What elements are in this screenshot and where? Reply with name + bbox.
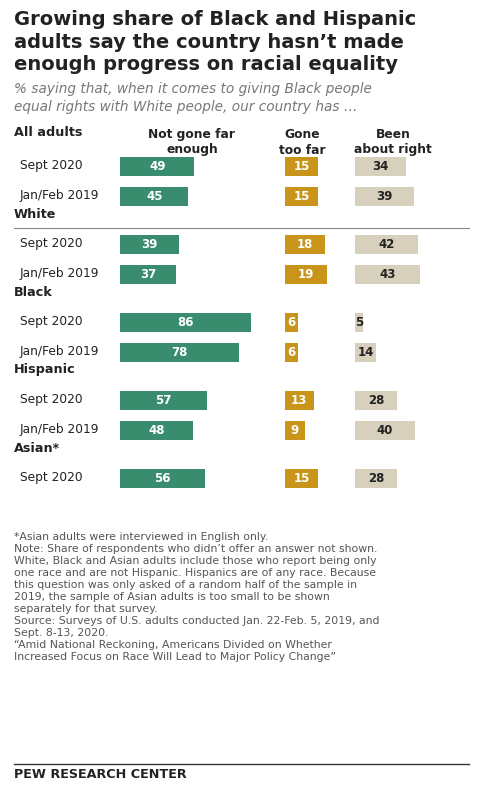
FancyBboxPatch shape bbox=[355, 186, 413, 206]
Text: Sept 2020: Sept 2020 bbox=[20, 394, 83, 406]
Text: Not gone far
enough: Not gone far enough bbox=[148, 128, 236, 157]
Text: this question was only asked of a random half of the sample in: this question was only asked of a random… bbox=[14, 580, 357, 590]
Text: Growing share of Black and Hispanic
adults say the country hasn’t made
enough pr: Growing share of Black and Hispanic adul… bbox=[14, 10, 416, 74]
FancyBboxPatch shape bbox=[120, 157, 195, 175]
Text: Note: Share of respondents who didn’t offer an answer not shown.: Note: Share of respondents who didn’t of… bbox=[14, 544, 377, 554]
Text: Been
about right: Been about right bbox=[354, 128, 432, 157]
FancyBboxPatch shape bbox=[285, 390, 313, 410]
Text: Jan/Feb 2019: Jan/Feb 2019 bbox=[20, 423, 99, 437]
Text: Increased Focus on Race Will Lead to Major Policy Change”: Increased Focus on Race Will Lead to Maj… bbox=[14, 652, 336, 662]
FancyBboxPatch shape bbox=[285, 234, 325, 254]
Text: 9: 9 bbox=[291, 423, 299, 437]
Text: Sept. 8-13, 2020.: Sept. 8-13, 2020. bbox=[14, 628, 109, 638]
Text: PEW RESEARCH CENTER: PEW RESEARCH CENTER bbox=[14, 768, 186, 781]
Text: Jan/Feb 2019: Jan/Feb 2019 bbox=[20, 346, 99, 358]
Text: 34: 34 bbox=[372, 159, 389, 173]
Text: % saying that, when it comes to giving Black people
equal rights with White peop: % saying that, when it comes to giving B… bbox=[14, 82, 372, 114]
Text: 5: 5 bbox=[355, 315, 363, 329]
Text: Sept 2020: Sept 2020 bbox=[20, 315, 83, 329]
FancyBboxPatch shape bbox=[355, 421, 415, 439]
Text: 2019, the sample of Asian adults is too small to be shown: 2019, the sample of Asian adults is too … bbox=[14, 592, 330, 602]
Text: “Amid National Reckoning, Americans Divided on Whether: “Amid National Reckoning, Americans Divi… bbox=[14, 640, 332, 650]
Text: 6: 6 bbox=[287, 315, 296, 329]
Text: 15: 15 bbox=[293, 159, 310, 173]
Text: 6: 6 bbox=[287, 346, 296, 358]
Text: 42: 42 bbox=[378, 238, 395, 250]
FancyBboxPatch shape bbox=[285, 421, 305, 439]
Text: 39: 39 bbox=[376, 190, 393, 202]
FancyBboxPatch shape bbox=[120, 469, 205, 487]
FancyBboxPatch shape bbox=[120, 390, 207, 410]
Text: 28: 28 bbox=[368, 394, 384, 406]
Text: Gone
too far: Gone too far bbox=[279, 128, 326, 157]
FancyBboxPatch shape bbox=[355, 157, 406, 175]
FancyBboxPatch shape bbox=[120, 313, 251, 331]
FancyBboxPatch shape bbox=[355, 265, 420, 283]
Text: 39: 39 bbox=[142, 238, 158, 250]
FancyBboxPatch shape bbox=[355, 313, 363, 331]
FancyBboxPatch shape bbox=[285, 157, 318, 175]
Text: 43: 43 bbox=[379, 267, 396, 281]
Text: Sept 2020: Sept 2020 bbox=[20, 159, 83, 173]
Text: Jan/Feb 2019: Jan/Feb 2019 bbox=[20, 267, 99, 281]
FancyBboxPatch shape bbox=[355, 342, 376, 362]
FancyBboxPatch shape bbox=[120, 234, 179, 254]
Text: one race and are not Hispanic. Hispanics are of any race. Because: one race and are not Hispanic. Hispanics… bbox=[14, 568, 376, 578]
Text: Jan/Feb 2019: Jan/Feb 2019 bbox=[20, 190, 99, 202]
Text: 15: 15 bbox=[293, 190, 310, 202]
Text: separately for that survey.: separately for that survey. bbox=[14, 604, 157, 614]
Text: 57: 57 bbox=[155, 394, 171, 406]
Text: All adults: All adults bbox=[14, 126, 83, 139]
Text: Black: Black bbox=[14, 286, 53, 298]
Text: 45: 45 bbox=[146, 190, 162, 202]
FancyBboxPatch shape bbox=[120, 265, 176, 283]
Text: 13: 13 bbox=[291, 394, 307, 406]
Text: Source: Surveys of U.S. adults conducted Jan. 22-Feb. 5, 2019, and: Source: Surveys of U.S. adults conducted… bbox=[14, 616, 380, 626]
Text: 56: 56 bbox=[154, 471, 171, 485]
Text: 18: 18 bbox=[297, 238, 313, 250]
Text: *Asian adults were interviewed in English only.: *Asian adults were interviewed in Englis… bbox=[14, 532, 268, 542]
Text: 48: 48 bbox=[148, 423, 165, 437]
FancyBboxPatch shape bbox=[285, 469, 318, 487]
FancyBboxPatch shape bbox=[355, 469, 397, 487]
Text: White, Black and Asian adults include those who report being only: White, Black and Asian adults include th… bbox=[14, 556, 377, 566]
FancyBboxPatch shape bbox=[120, 342, 239, 362]
Text: 40: 40 bbox=[377, 423, 393, 437]
Text: 78: 78 bbox=[171, 346, 187, 358]
Text: 37: 37 bbox=[140, 267, 156, 281]
Text: 19: 19 bbox=[298, 267, 314, 281]
FancyBboxPatch shape bbox=[120, 421, 193, 439]
Text: 15: 15 bbox=[293, 471, 310, 485]
FancyBboxPatch shape bbox=[355, 234, 418, 254]
FancyBboxPatch shape bbox=[285, 342, 298, 362]
Text: White: White bbox=[14, 207, 57, 221]
Text: Sept 2020: Sept 2020 bbox=[20, 471, 83, 485]
Text: Sept 2020: Sept 2020 bbox=[20, 238, 83, 250]
FancyBboxPatch shape bbox=[355, 390, 397, 410]
Text: 49: 49 bbox=[149, 159, 166, 173]
Text: 28: 28 bbox=[368, 471, 384, 485]
FancyBboxPatch shape bbox=[285, 186, 318, 206]
Text: 14: 14 bbox=[357, 346, 374, 358]
FancyBboxPatch shape bbox=[285, 265, 327, 283]
FancyBboxPatch shape bbox=[120, 186, 188, 206]
Text: 86: 86 bbox=[177, 315, 194, 329]
Text: Hispanic: Hispanic bbox=[14, 363, 76, 377]
FancyBboxPatch shape bbox=[285, 313, 298, 331]
Text: Asian*: Asian* bbox=[14, 442, 60, 454]
